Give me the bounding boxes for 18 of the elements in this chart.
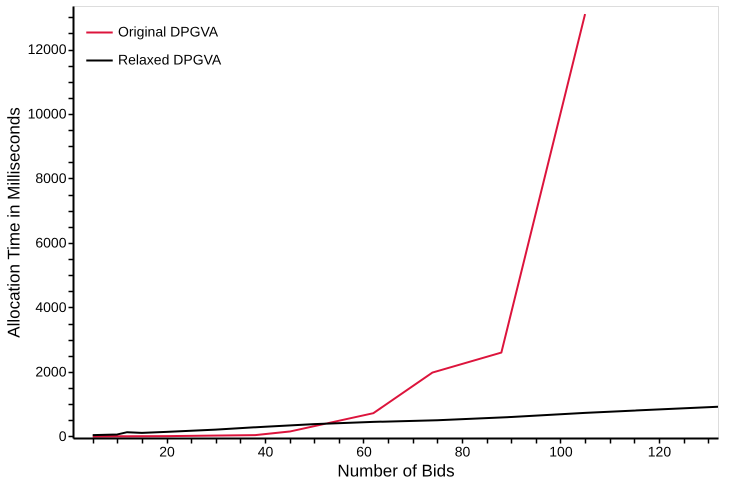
x-tick-label: 20: [159, 444, 176, 460]
legend-label: Relaxed DPGVA: [118, 52, 222, 68]
y-axis-title: Allocation Time in Milliseconds: [4, 107, 24, 338]
x-tick-label: 60: [356, 444, 372, 460]
x-tick-label: 40: [258, 444, 274, 460]
y-tick-label: 8000: [35, 170, 67, 186]
line-series: [92, 13, 586, 438]
x-axis-title: Number of Bids: [337, 462, 455, 480]
x-tick-label: 80: [454, 444, 470, 460]
y-tick-label: 4000: [35, 298, 67, 315]
y-tick-label: 2000: [35, 363, 67, 380]
legend-label: Original DPGVA: [118, 24, 219, 40]
y-tick-label: 6000: [35, 234, 67, 250]
x-tick-label: 120: [648, 444, 672, 460]
x-tick-label: 100: [549, 444, 573, 460]
y-tick-label: 10000: [28, 106, 67, 122]
y-tick-label: 0: [58, 428, 67, 444]
y-tick-label: 12000: [28, 41, 67, 58]
